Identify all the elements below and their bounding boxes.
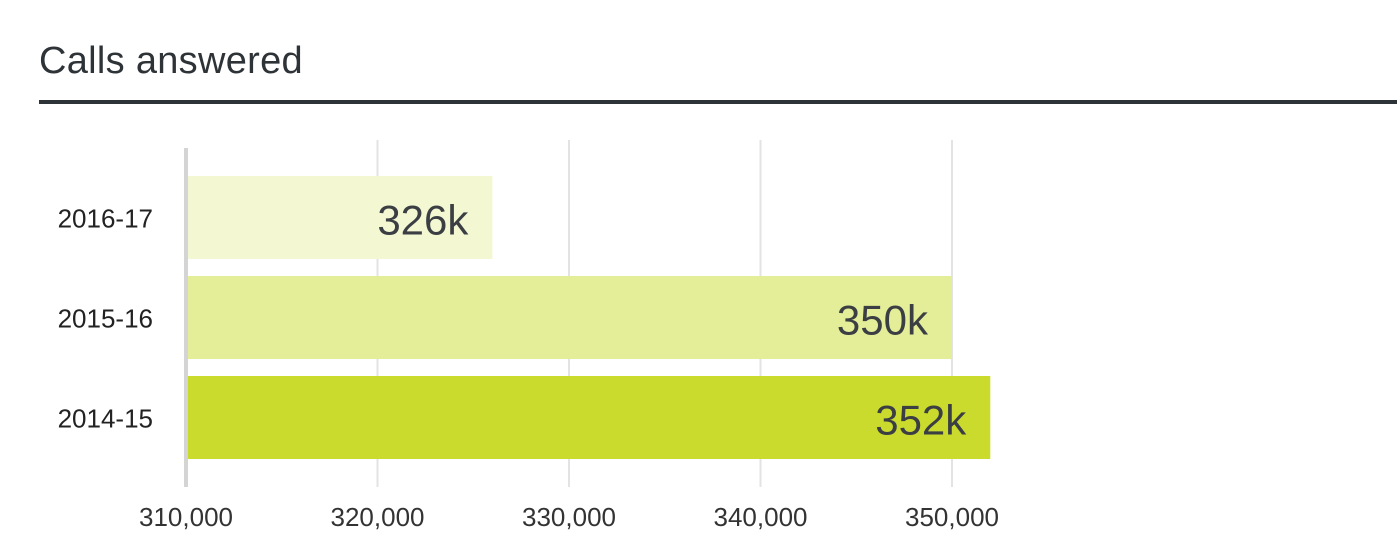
x-tick-label: 350,000 <box>905 502 999 532</box>
data-label: 352k <box>875 397 967 444</box>
x-tick-label: 320,000 <box>331 502 425 532</box>
category-label: 2016-17 <box>58 204 153 234</box>
x-tick-label: 310,000 <box>139 502 233 532</box>
category-label: 2015-16 <box>58 304 153 334</box>
category-label: 2014-15 <box>58 404 153 434</box>
bar-2014-15 <box>188 376 991 459</box>
chart-title: Calls answered <box>39 40 303 82</box>
x-tick-labels: 310,000 320,000 330,000 340,000 350,000 <box>139 502 999 532</box>
bar-2015-16 <box>188 276 952 359</box>
data-labels: 326k 350k 352k <box>377 197 967 444</box>
x-tick-label: 340,000 <box>714 502 808 532</box>
x-tick-label: 330,000 <box>522 502 616 532</box>
category-labels: 2016-17 2015-16 2014-15 <box>58 204 153 434</box>
data-label: 326k <box>377 197 469 244</box>
data-label: 350k <box>837 297 929 344</box>
bars <box>188 176 991 459</box>
bar-2016-17 <box>188 176 493 259</box>
title-divider <box>39 100 1397 104</box>
